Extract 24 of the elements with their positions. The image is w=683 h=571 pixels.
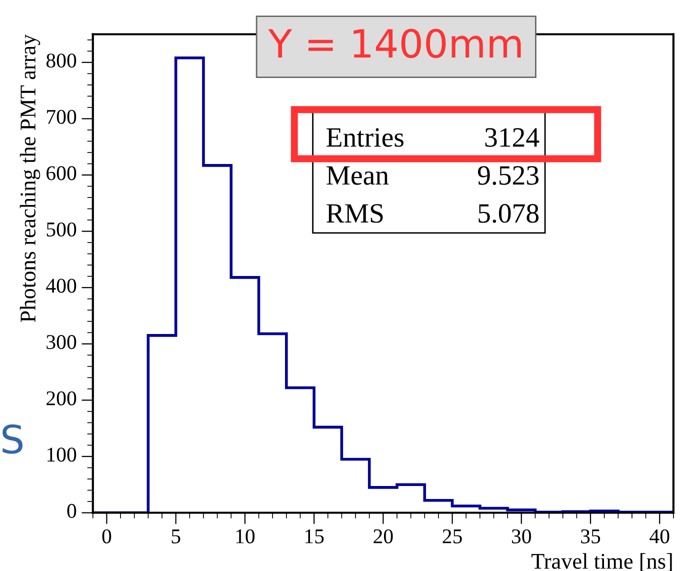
x-tick-label: 25: [442, 529, 462, 544]
y-axis-title: Photons reaching the PMT array: [20, 34, 40, 322]
x-tick-label: 40: [650, 529, 670, 544]
y-tick-label: 200: [46, 391, 76, 406]
text: Mean 9.523: [326, 166, 538, 185]
y-tick-label: 300: [46, 335, 76, 350]
x-tick-label: 15: [305, 529, 324, 544]
chart-title: Y = 1400mm: [268, 28, 521, 58]
y-tick-label: 0: [67, 504, 76, 518]
y-tick-label: 600: [46, 166, 76, 180]
y-tick-label: 100: [48, 448, 76, 462]
text: Entries 3124: [326, 128, 540, 147]
text: S: [2, 424, 23, 454]
x-tick-label: 20: [374, 529, 393, 544]
x-tick-label: 10: [236, 529, 255, 544]
x-tick-label: 30: [512, 529, 532, 544]
y-tick-label: 500: [46, 222, 76, 237]
x-tick-label: 35: [581, 529, 600, 544]
y-tick-label: 800: [46, 54, 76, 68]
text: RMS 5.078: [326, 204, 539, 223]
x-tick-label: 0: [102, 529, 112, 544]
y-tick-label: 700: [47, 110, 76, 124]
y-tick-label: 400: [46, 278, 76, 293]
x-tick-label: 5: [172, 530, 180, 544]
